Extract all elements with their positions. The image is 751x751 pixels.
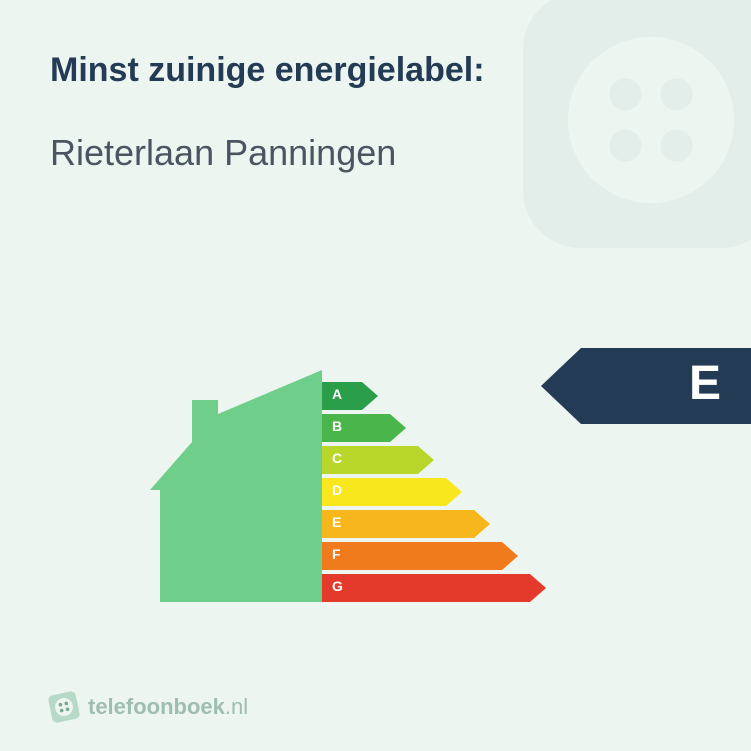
footer: telefoonboek.nl bbox=[50, 693, 248, 721]
energy-chart: ABCDEFG E bbox=[0, 340, 751, 640]
indicator-letter: E bbox=[689, 356, 721, 411]
bar-letter: C bbox=[332, 450, 342, 466]
bar-letter: B bbox=[332, 418, 342, 434]
bar-letter: D bbox=[332, 482, 342, 498]
bar-shape bbox=[322, 382, 378, 410]
bar-letter: G bbox=[332, 578, 343, 594]
bar-shape bbox=[322, 542, 518, 570]
page-title: Minst zuinige energielabel: bbox=[50, 50, 701, 91]
bar-shape bbox=[322, 574, 546, 602]
house-icon bbox=[150, 370, 322, 602]
footer-brand-bold: telefoonboek bbox=[88, 694, 225, 720]
bar-letter: F bbox=[332, 546, 341, 562]
selected-label-indicator: E bbox=[541, 348, 751, 424]
footer-brand-thin: .nl bbox=[225, 694, 248, 720]
bar-shape bbox=[322, 478, 462, 506]
footer-text: telefoonboek.nl bbox=[88, 694, 248, 720]
energy-label-card: Minst zuinige energielabel: Rieterlaan P… bbox=[0, 0, 751, 751]
bar-letter: E bbox=[332, 514, 341, 530]
page-subtitle: Rieterlaan Panningen bbox=[50, 131, 701, 174]
bar-letter: A bbox=[332, 386, 342, 402]
bar-shape bbox=[322, 510, 490, 538]
footer-logo-icon bbox=[47, 690, 80, 723]
